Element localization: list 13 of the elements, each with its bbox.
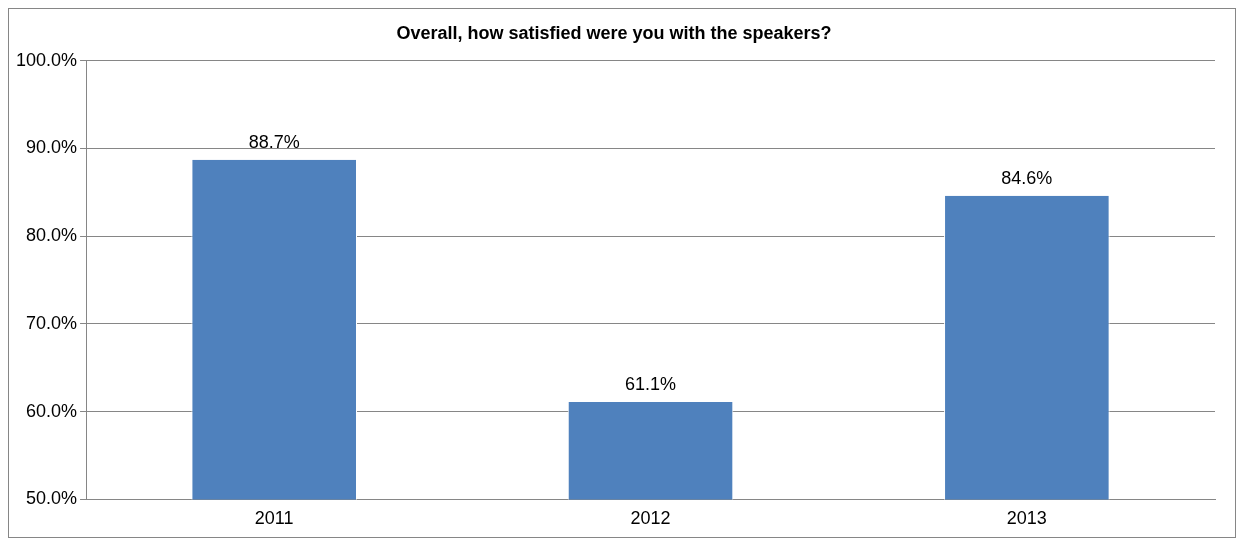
- y-tick-label: 50.0%: [26, 488, 78, 509]
- chart-title: Overall, how satisfied were you with the speakers?: [396, 22, 832, 43]
- y-tick-label: 60.0%: [26, 400, 78, 421]
- y-tick-label: 70.0%: [26, 312, 78, 333]
- y-tick-label: 80.0%: [26, 225, 78, 246]
- x-tick-label: 2011: [254, 508, 294, 529]
- y-tick-label: 90.0%: [26, 137, 78, 158]
- y-tick-label: 100.0%: [15, 49, 78, 70]
- data-label: 61.1%: [625, 373, 677, 394]
- data-label: 88.7%: [248, 131, 300, 152]
- data-label: 84.6%: [1001, 167, 1053, 188]
- x-tick-label: 2013: [1006, 508, 1047, 529]
- x-tick-label: 2012: [630, 508, 671, 529]
